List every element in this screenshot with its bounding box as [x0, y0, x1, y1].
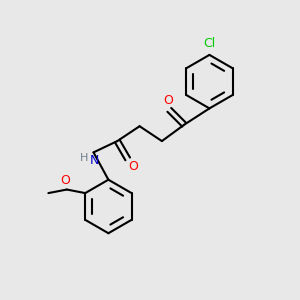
Text: O: O: [60, 174, 70, 187]
Text: N: N: [89, 154, 99, 167]
Text: Cl: Cl: [203, 38, 216, 50]
Text: O: O: [128, 160, 138, 173]
Text: H: H: [80, 153, 88, 163]
Text: O: O: [163, 94, 173, 107]
